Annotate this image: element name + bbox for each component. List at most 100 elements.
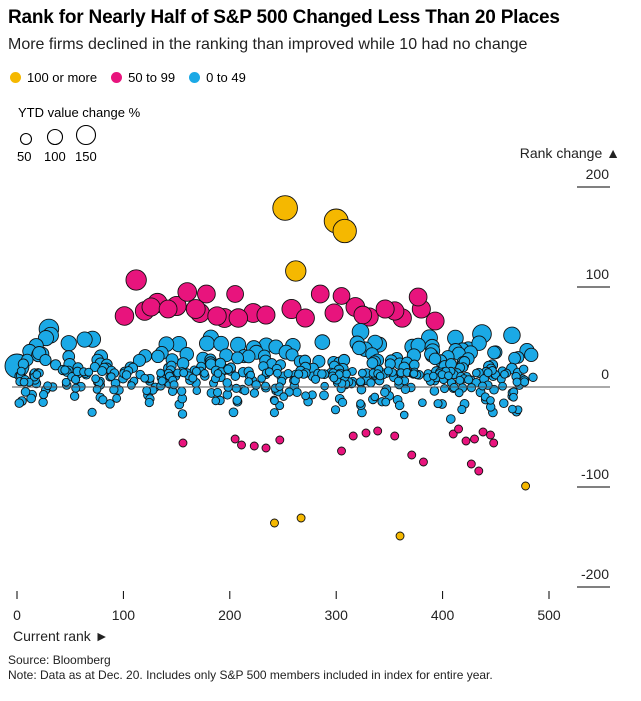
data-point — [50, 359, 62, 371]
data-point — [140, 373, 150, 383]
data-point — [332, 287, 351, 305]
data-point — [230, 434, 240, 444]
data-point — [244, 377, 254, 386]
data-point — [503, 326, 521, 345]
data-point — [211, 396, 221, 406]
size-legend-circle-100 — [46, 128, 64, 146]
data-point — [199, 335, 215, 352]
size-legend-title: YTD value change % — [18, 105, 141, 120]
data-point — [222, 389, 233, 400]
data-point — [261, 443, 271, 453]
legend-label: 50 to 99 — [128, 70, 176, 85]
data-point — [487, 345, 501, 360]
data-point — [144, 397, 154, 408]
size-legend-circles — [19, 124, 97, 146]
data-point — [197, 284, 216, 304]
data-point — [270, 518, 279, 528]
data-point — [370, 392, 380, 402]
data-point — [188, 373, 198, 383]
data-point — [380, 387, 390, 397]
x-tick-label: 200 — [218, 607, 242, 623]
data-point — [179, 368, 189, 378]
data-point — [237, 440, 246, 450]
y-tick-label: 200 — [586, 166, 610, 182]
legend-swatch — [10, 72, 21, 83]
data-point — [528, 372, 538, 382]
data-point — [97, 366, 108, 377]
data-point — [16, 366, 26, 376]
data-point — [448, 429, 458, 439]
data-point — [474, 466, 484, 476]
data-point — [499, 398, 509, 409]
data-point — [191, 366, 201, 376]
data-point — [91, 374, 100, 384]
data-point — [329, 373, 339, 383]
data-point — [310, 374, 321, 384]
data-point — [342, 369, 351, 379]
data-point — [332, 218, 357, 244]
data-point — [228, 407, 239, 418]
y-tick-label: -200 — [581, 566, 609, 582]
data-point — [472, 368, 481, 378]
data-point — [177, 282, 198, 302]
y-tick-label: -100 — [581, 466, 609, 482]
y-tick-label: 0 — [601, 366, 609, 382]
data-point — [43, 381, 52, 391]
data-point — [466, 459, 476, 469]
data-point — [464, 375, 474, 385]
data-point — [158, 299, 178, 319]
data-point — [69, 391, 80, 401]
data-point — [440, 384, 450, 394]
data-point — [390, 431, 400, 441]
data-point — [177, 386, 187, 396]
data-point — [84, 367, 94, 377]
data-point — [478, 427, 488, 437]
data-point — [509, 392, 518, 402]
data-point — [470, 434, 479, 444]
data-point — [264, 367, 274, 377]
data-point — [454, 424, 463, 434]
x-tick-label: 400 — [431, 607, 455, 623]
data-point — [213, 369, 223, 378]
data-point — [324, 303, 344, 323]
data-point — [521, 481, 531, 491]
data-point — [320, 381, 329, 391]
data-point — [98, 395, 108, 405]
data-point — [319, 390, 329, 401]
legend-label: 100 or more — [27, 70, 98, 85]
data-point — [39, 389, 49, 400]
data-point — [76, 331, 93, 348]
data-point — [105, 399, 115, 409]
data-note: Note: Data as at Dec. 20. Includes only … — [8, 668, 493, 682]
data-point — [71, 375, 81, 385]
data-point — [261, 381, 270, 391]
data-point — [419, 457, 428, 467]
data-point — [109, 385, 119, 395]
data-point — [352, 340, 367, 356]
data-point — [107, 372, 116, 381]
data-point — [375, 299, 395, 319]
source-note: Source: Bloomberg — [8, 653, 111, 667]
size-legend-label-150: 150 — [75, 149, 97, 164]
data-point — [383, 366, 393, 376]
legend-swatch — [189, 72, 201, 83]
data-point — [39, 353, 52, 367]
data-point — [38, 397, 48, 408]
data-point — [279, 392, 288, 401]
data-point — [226, 285, 244, 303]
data-point — [112, 393, 122, 403]
data-point — [192, 386, 202, 395]
data-point — [314, 334, 331, 350]
data-point — [132, 353, 146, 367]
data-point — [14, 398, 25, 408]
data-point — [356, 377, 366, 387]
data-point — [486, 430, 495, 440]
data-point — [231, 351, 244, 365]
data-point — [157, 376, 167, 386]
data-point — [71, 383, 81, 393]
data-point — [366, 378, 376, 388]
x-axis-label: Current rank ► — [13, 628, 109, 644]
data-point — [272, 195, 298, 221]
data-point — [353, 305, 373, 325]
data-point — [294, 369, 304, 379]
